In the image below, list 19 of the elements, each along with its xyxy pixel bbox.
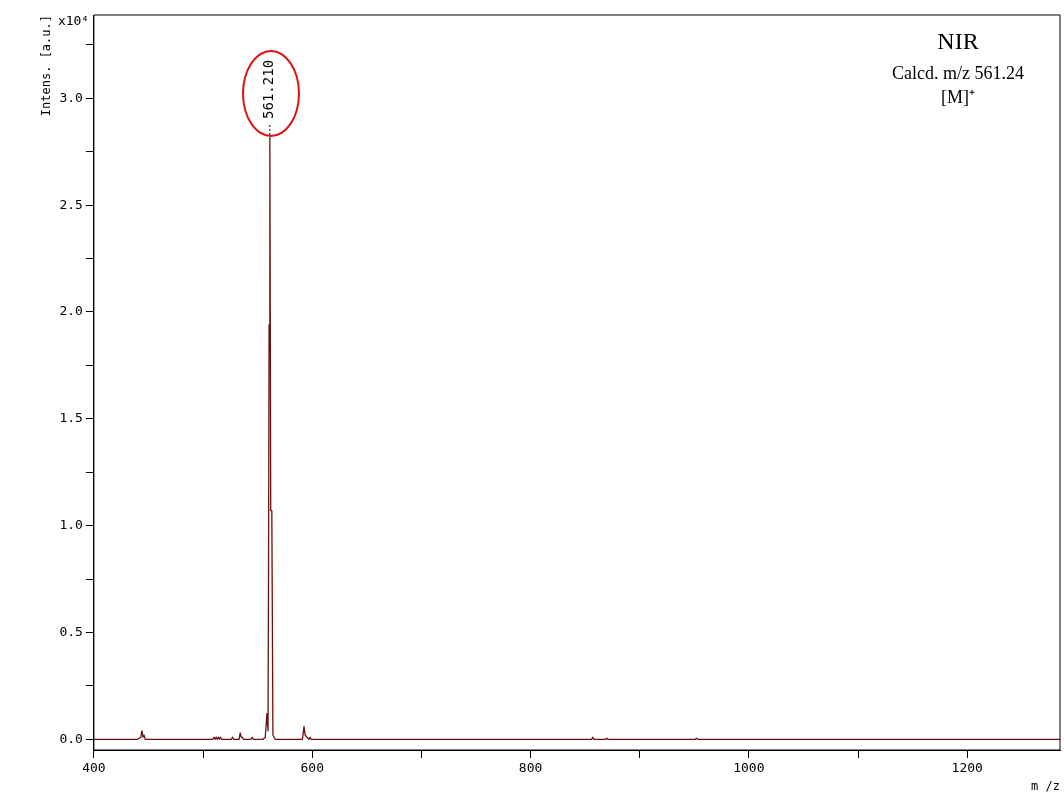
- x-tick-label: 400: [82, 760, 106, 776]
- x-tick-label: 1200: [951, 760, 983, 776]
- y-tick-label: 1.5: [59, 410, 83, 426]
- y-tick-label: 2.0: [59, 303, 83, 319]
- y-tick-label: 0.0: [59, 730, 83, 746]
- text: x10⁴: [57, 13, 90, 28]
- x-tick-label: 1000: [733, 760, 765, 776]
- y-tick-label: 0.5: [59, 623, 83, 639]
- annotation: NIR: [936, 28, 980, 55]
- x-axis-title: m /z: [1031, 778, 1060, 793]
- annotation: 561.210: [260, 59, 277, 119]
- annotation: Calcd. m/z 561.24: [892, 63, 1024, 84]
- x-tick-label: 600: [300, 760, 324, 776]
- y-tick-label: 1.0: [59, 517, 83, 533]
- y-tick-label: 3.0: [59, 89, 83, 105]
- x-tick-label: 800: [518, 760, 543, 776]
- y-tick-label: 2.5: [59, 196, 83, 212]
- y-axis-title: Intens. [a.u.]: [39, 15, 54, 117]
- annotation: [M]⁺: [940, 86, 976, 108]
